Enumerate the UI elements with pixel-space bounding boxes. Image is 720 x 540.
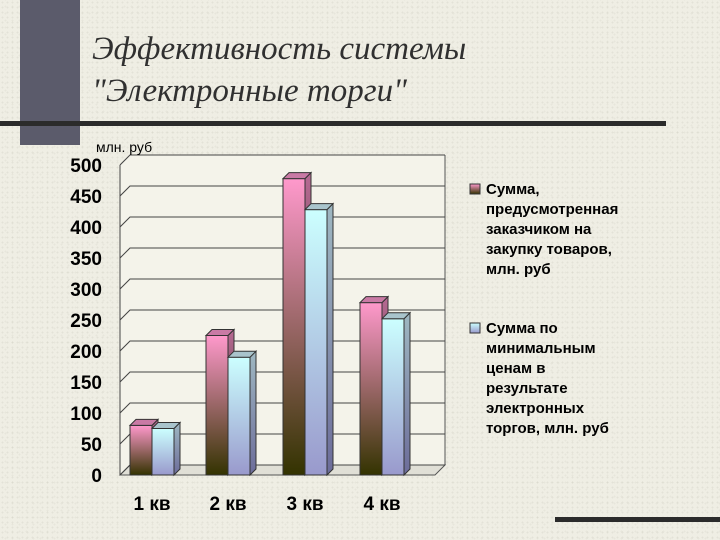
bar bbox=[303, 202, 335, 477]
bar-top bbox=[204, 329, 236, 336]
legend-swatch bbox=[469, 322, 481, 334]
gridline bbox=[119, 371, 445, 383]
decorative-top-rule bbox=[0, 121, 666, 126]
bar-side bbox=[403, 311, 411, 477]
y-tick-label: 0 bbox=[91, 466, 102, 487]
gridline bbox=[119, 154, 445, 166]
legend-label-line: ценам в bbox=[486, 360, 545, 377]
x-category-label: 4 кв bbox=[363, 494, 400, 515]
legend-label-line: Сумма по bbox=[486, 320, 558, 337]
legend: Сумма, предусмотренная заказчиком на закупк… bbox=[469, 181, 618, 437]
decorative-bottom-rule bbox=[555, 517, 720, 522]
bar-top bbox=[226, 350, 258, 358]
gridline bbox=[119, 309, 445, 321]
legend-label-line: минимальным bbox=[486, 340, 596, 357]
y-tick-label: 50 bbox=[81, 435, 102, 456]
bar-front bbox=[359, 302, 383, 476]
bar-front bbox=[151, 428, 175, 476]
legend-swatch bbox=[469, 183, 481, 195]
bar bbox=[380, 311, 412, 477]
y-tick-label: 450 bbox=[70, 187, 102, 208]
y-axis-unit-label: млн. руб bbox=[96, 139, 152, 155]
bar-front bbox=[282, 178, 306, 476]
y-axis-ticks: 0 50 100 150 200 250 300 350 400 450 500 bbox=[70, 156, 102, 487]
legend-label-line: результате bbox=[486, 380, 568, 397]
bar-top bbox=[150, 422, 182, 429]
bar-side bbox=[326, 202, 334, 477]
bar-top bbox=[128, 418, 160, 426]
gridline bbox=[119, 340, 445, 352]
decorative-square bbox=[20, 0, 80, 145]
y-tick-label: 100 bbox=[70, 404, 102, 425]
bar-side bbox=[173, 421, 181, 477]
bar-front bbox=[227, 356, 251, 476]
bar-front bbox=[304, 209, 328, 476]
gridline bbox=[119, 185, 445, 197]
bar bbox=[226, 349, 258, 477]
bars bbox=[128, 171, 412, 477]
slide-title-line-2: "Электронные торги" bbox=[92, 73, 407, 109]
legend-label: Сумма, предусмотренная заказчиком на закупк… bbox=[486, 181, 618, 278]
bar-top bbox=[303, 203, 335, 211]
y-tick-label: 200 bbox=[70, 342, 102, 363]
gridline bbox=[119, 402, 445, 414]
legend-label-line: закупку товаров, bbox=[486, 241, 612, 258]
legend-label-line: млн. руб bbox=[486, 261, 551, 278]
legend-label-line: Сумма, bbox=[486, 181, 539, 198]
legend-label: Сумма по минимальным ценам в результате элек… bbox=[486, 320, 609, 437]
bar bbox=[150, 421, 182, 477]
y-tick-label: 250 bbox=[70, 311, 102, 332]
bar-side bbox=[249, 349, 257, 477]
y-tick-label: 500 bbox=[70, 156, 102, 177]
bar-front bbox=[205, 335, 229, 476]
y-tick-label: 350 bbox=[70, 249, 102, 270]
y-tick-label: 150 bbox=[70, 373, 102, 394]
y-tick-label: 400 bbox=[70, 218, 102, 239]
bar-top bbox=[358, 296, 390, 304]
legend-label-line: предусмотренная bbox=[486, 201, 618, 218]
bar-front bbox=[381, 318, 405, 476]
x-category-label: 3 кв bbox=[286, 494, 323, 515]
slide-title: Эффективность системы "Электронные торги… bbox=[92, 28, 466, 112]
x-category-label: 1 кв bbox=[133, 494, 170, 515]
legend-entry: Сумма, предусмотренная заказчиком на закупк… bbox=[469, 181, 618, 278]
gridline bbox=[119, 278, 445, 290]
bar-front bbox=[129, 424, 153, 476]
legend-label-line: торгов, млн. руб bbox=[486, 420, 609, 437]
gridline bbox=[119, 247, 445, 259]
slide-title-line-1: Эффективность системы bbox=[92, 31, 467, 67]
y-tick-label: 300 bbox=[70, 280, 102, 301]
legend-entry: Сумма по минимальным ценам в результате элек… bbox=[469, 320, 609, 437]
gridline bbox=[119, 216, 445, 228]
legend-label-line: электронных bbox=[486, 400, 585, 417]
bar-top bbox=[380, 312, 412, 320]
legend-label-line: заказчиком на bbox=[486, 221, 592, 238]
bar-top bbox=[281, 172, 313, 180]
x-axis-categories: 1 кв 2 кв 3 кв 4 кв bbox=[133, 494, 400, 515]
x-category-label: 2 кв bbox=[209, 494, 246, 515]
